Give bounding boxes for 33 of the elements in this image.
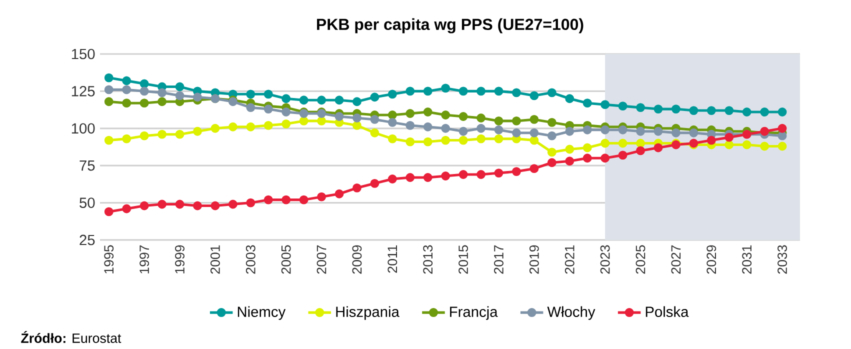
x-tick-label: 2011: [388, 245, 398, 273]
x-tick-label: 2017: [494, 245, 504, 274]
x-tick-label: 2033: [778, 245, 787, 274]
y-tick-label: 50: [80, 198, 95, 208]
legend-label: Francja: [450, 306, 498, 320]
text: Źródło: Eurostat: [21, 331, 122, 343]
x-tick-label: 2031: [742, 245, 752, 274]
x-tick-label: 2003: [246, 245, 256, 274]
x-tick-label: 2005: [281, 245, 291, 274]
x-tick-label: 1999: [175, 245, 184, 274]
legend-label: Niemcy: [238, 306, 286, 320]
x-tick-label: 1995: [104, 245, 114, 274]
legend-label: Hiszpania: [336, 306, 400, 320]
x-tick-label: 2007: [316, 245, 326, 274]
legend-label: Włochy: [547, 306, 596, 320]
y-tick-label: 75: [80, 160, 95, 171]
x-tick-label: 2019: [529, 245, 539, 274]
x-tick-label: 2023: [600, 245, 610, 274]
x-tick-label: 1997: [140, 245, 150, 274]
legend-label: Polska: [646, 306, 689, 317]
x-tick-label: 2009: [352, 245, 362, 274]
x-tick-label: 2015: [458, 245, 468, 274]
x-tick-label: 2025: [636, 245, 646, 274]
chart-title: PKB per capita wg PPS (UE27=100): [317, 18, 584, 34]
y-tick-label: 100: [72, 123, 95, 134]
y-tick-label: 125: [72, 86, 95, 96]
x-tick-label: 2001: [210, 245, 220, 274]
x-tick-label: 2021: [564, 245, 574, 274]
x-tick-label: 2027: [671, 245, 681, 274]
y-tick-label: 25: [80, 234, 95, 246]
x-tick-label: 2013: [423, 245, 433, 274]
y-tick-label: 150: [72, 48, 95, 60]
x-tick-label: 2029: [706, 245, 716, 274]
